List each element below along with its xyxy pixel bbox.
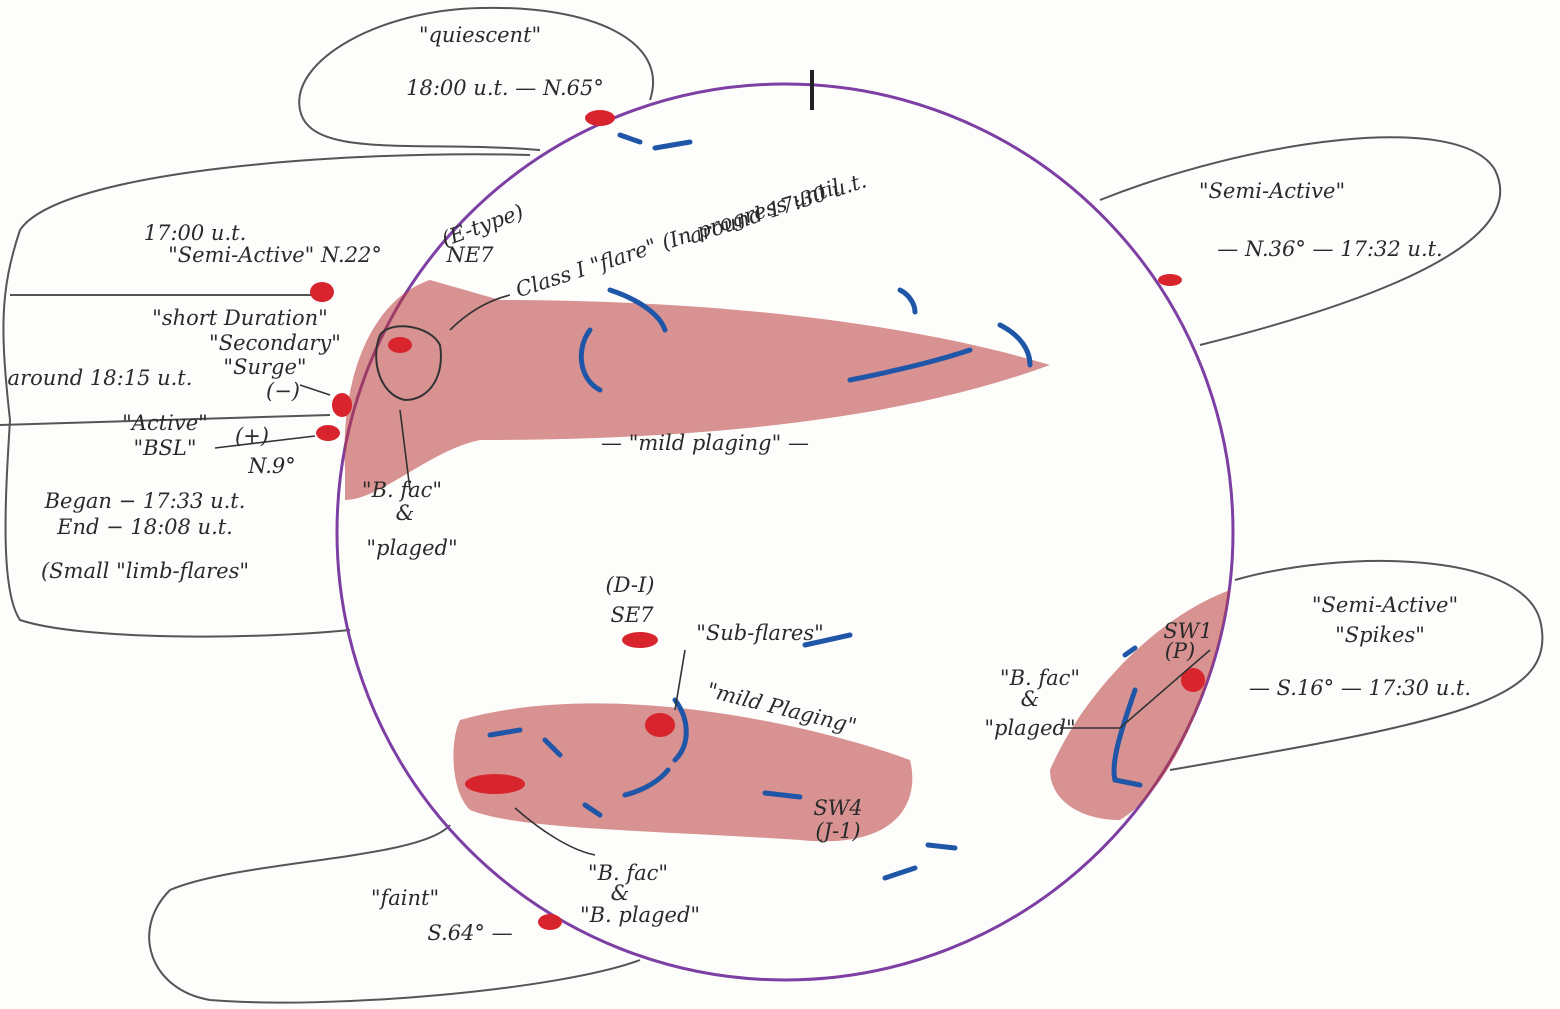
- bubble: [1169, 559, 1544, 771]
- label: 18:00 u.t. — N.65°: [406, 76, 604, 100]
- bubble: [298, 6, 655, 151]
- flare: [585, 110, 615, 126]
- flare: [388, 337, 412, 353]
- bubble: [148, 824, 641, 1004]
- label: (J-1): [815, 819, 860, 843]
- leader: [1060, 649, 1211, 729]
- label: "Active": [122, 411, 208, 435]
- solar-disk: [335, 82, 1235, 982]
- filament: [847, 347, 973, 383]
- label: "Semi-Active": [1312, 593, 1458, 617]
- filament: [578, 327, 603, 393]
- label: N.9°: [247, 454, 296, 478]
- flare: [316, 425, 340, 441]
- label: SW1: [1163, 619, 1212, 643]
- flare: [1158, 274, 1182, 286]
- label: "Spikes": [1335, 623, 1425, 647]
- bubble: [1099, 136, 1502, 346]
- filament: [762, 790, 803, 800]
- plage: [344, 280, 1050, 500]
- filament: [802, 632, 853, 648]
- label: — S.16° — 17:30 u.t.: [1249, 676, 1471, 700]
- plage: [453, 703, 913, 842]
- label: "plaged": [366, 536, 457, 560]
- bubble: [0, 414, 331, 426]
- label: S.64° —: [427, 921, 512, 945]
- plage: [1050, 590, 1230, 820]
- label: "Secondary": [209, 331, 341, 355]
- filament: [1111, 687, 1143, 788]
- label: End − 18:08 u.t.: [56, 515, 233, 539]
- leader: [299, 384, 331, 396]
- label: "BSL": [133, 436, 196, 460]
- label: (D-I): [605, 573, 654, 597]
- label: "short Duration": [152, 306, 328, 330]
- filament: [882, 842, 958, 881]
- label: "B. fac": [1000, 666, 1080, 690]
- leader: [514, 807, 596, 856]
- outline: [375, 325, 442, 402]
- label: Began − 17:33 u.t.: [44, 489, 246, 513]
- label: NE7: [445, 243, 494, 267]
- leader: [214, 435, 316, 449]
- filament: [617, 132, 693, 151]
- filament: [897, 287, 918, 315]
- label: &: [611, 881, 630, 905]
- label: (−): [266, 379, 300, 403]
- label: "Semi-Active": [1199, 179, 1345, 203]
- filament: [582, 802, 603, 818]
- flare: [332, 393, 352, 417]
- label: around 18:15 u.t.: [8, 366, 193, 390]
- filament: [607, 287, 668, 333]
- label: SE7: [610, 603, 654, 627]
- label: "quiescent": [419, 23, 541, 47]
- label: SW4: [813, 796, 862, 820]
- label: "B. fac": [362, 478, 442, 502]
- bubble: [2, 153, 531, 638]
- label: "Sub-flares": [696, 621, 824, 645]
- label: (P): [1165, 639, 1196, 663]
- flare: [622, 632, 658, 648]
- label: — N.36° — 17:32 u.t.: [1217, 237, 1442, 261]
- label: "faint": [371, 886, 439, 910]
- label: (+): [235, 424, 269, 448]
- label: "Surge": [223, 355, 306, 379]
- leader: [399, 409, 411, 491]
- flare: [310, 282, 334, 302]
- label: around 17:30 u.t.: [686, 168, 869, 248]
- label: "B. plaged": [580, 903, 700, 927]
- label: — "mild plaging" —: [601, 431, 809, 455]
- label: (Small "limb-flares": [41, 559, 249, 583]
- label: "plaged": [984, 716, 1075, 740]
- flare: [538, 914, 562, 930]
- filament: [997, 322, 1033, 368]
- leader: [674, 649, 686, 711]
- filament: [487, 727, 563, 758]
- label: 17:00 u.t.: [144, 221, 247, 245]
- label: &: [1021, 687, 1040, 711]
- label: "Semi-Active" N.22°: [168, 243, 382, 267]
- label: "B. fac": [588, 861, 668, 885]
- leader: [449, 294, 511, 331]
- flare: [465, 774, 525, 794]
- flare: [645, 713, 675, 737]
- flare: [1181, 668, 1205, 692]
- filament: [622, 767, 671, 798]
- filament: [1122, 645, 1138, 658]
- filament: [672, 697, 689, 763]
- label: &: [396, 501, 415, 525]
